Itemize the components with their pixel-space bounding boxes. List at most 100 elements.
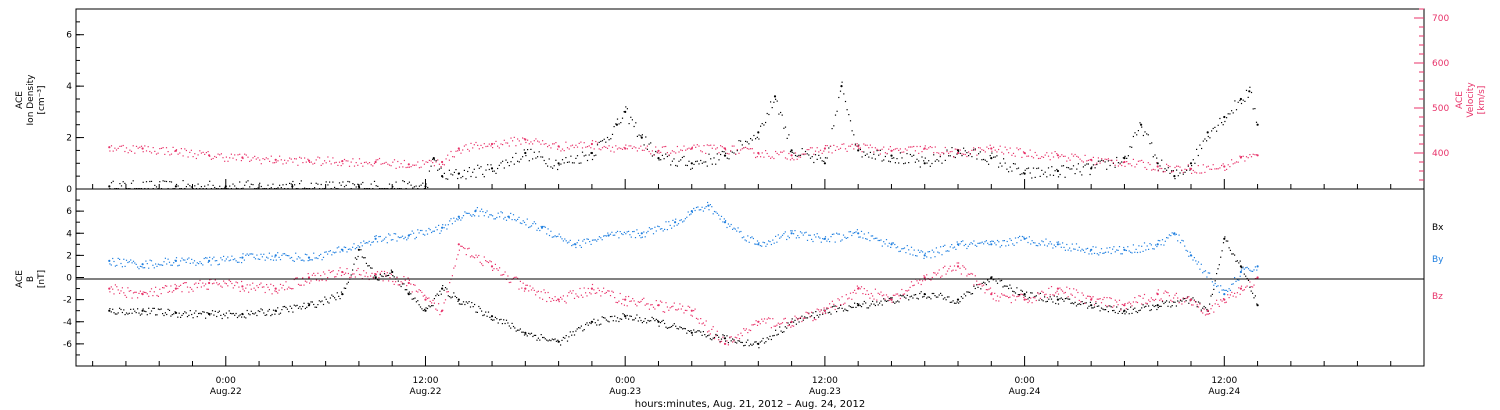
bx-point <box>815 311 817 313</box>
by-point <box>628 230 630 232</box>
velocity-point <box>555 142 557 144</box>
velocity-point <box>1016 147 1018 149</box>
density-point <box>760 125 762 127</box>
density-point <box>302 188 304 190</box>
by-marker <box>274 254 277 257</box>
by-point <box>1207 272 1209 274</box>
by-point <box>220 257 222 259</box>
bx-point <box>361 256 363 258</box>
by-point <box>885 239 888 241</box>
bx-point <box>311 301 313 303</box>
bx-point <box>671 326 673 328</box>
velocity-point <box>1206 166 1208 168</box>
by-point <box>988 244 990 246</box>
bx-point <box>1149 309 1151 312</box>
velocity-point <box>132 145 134 147</box>
bx-point <box>690 330 692 332</box>
by-point <box>465 212 467 214</box>
bz-point <box>842 303 845 305</box>
by-point <box>1159 240 1161 242</box>
by-point <box>572 244 574 246</box>
by-marker <box>1156 243 1159 246</box>
by-point <box>770 243 772 246</box>
bx-point <box>139 314 141 316</box>
by-point <box>1050 243 1053 245</box>
bz-point <box>446 291 448 293</box>
bz-point <box>542 298 544 300</box>
bx-point <box>1053 295 1055 297</box>
by-point <box>1088 253 1090 255</box>
bz-point <box>1224 302 1226 304</box>
velocity-point <box>159 148 161 150</box>
bz-point <box>116 286 118 288</box>
by-point <box>487 216 490 218</box>
bz-point <box>715 335 717 337</box>
bx-point <box>738 340 741 342</box>
bz-point <box>182 282 184 284</box>
bx-point <box>544 338 546 340</box>
velocity-point <box>893 149 895 151</box>
bz-point <box>830 306 832 308</box>
bz-point <box>166 285 168 287</box>
density-point <box>839 90 842 92</box>
density-point <box>1014 163 1016 165</box>
bz-point <box>998 300 1000 302</box>
by-point <box>1222 289 1225 291</box>
velocity-point <box>1212 164 1214 166</box>
bz-point <box>883 294 885 296</box>
bx-point <box>1077 303 1079 305</box>
velocity-point <box>294 158 296 160</box>
by-point <box>374 235 376 238</box>
bz-point <box>991 292 993 294</box>
by-point <box>622 233 624 236</box>
density-point <box>685 164 687 166</box>
density-point <box>269 188 271 190</box>
density-point <box>911 155 913 157</box>
by-point <box>974 244 976 246</box>
bz-point <box>933 272 935 274</box>
density-point <box>295 188 297 190</box>
bz-point <box>1063 292 1065 294</box>
bz-marker <box>590 287 594 290</box>
density-point <box>440 167 442 169</box>
velocity-point <box>994 149 996 151</box>
bx-point <box>740 341 742 343</box>
bx-point <box>449 296 451 298</box>
velocity-point <box>190 149 192 151</box>
density-point <box>1245 89 1248 91</box>
density-point <box>630 116 632 118</box>
by-point <box>1142 250 1144 252</box>
bx-point <box>1141 307 1143 309</box>
velocity-point <box>1037 157 1040 160</box>
bx-point <box>339 298 341 300</box>
density-point <box>1224 120 1226 123</box>
bz-point <box>185 282 187 284</box>
bz-point <box>926 274 928 276</box>
velocity-point <box>993 146 995 148</box>
density-point <box>919 166 921 168</box>
bz-point <box>1186 297 1189 299</box>
density-marker <box>1156 162 1159 165</box>
density-point <box>981 159 983 161</box>
velocity-point <box>418 167 420 169</box>
bz-point <box>356 269 358 272</box>
bx-point <box>303 302 305 304</box>
by-point <box>879 239 881 242</box>
bx-marker <box>1056 298 1059 301</box>
density-point <box>315 182 317 184</box>
bx-point <box>440 293 442 295</box>
bx-point <box>985 284 987 286</box>
velocity-label-line1: ACE <box>1455 91 1465 109</box>
density-point <box>978 153 980 155</box>
bx-point <box>1136 311 1139 314</box>
bfield-axis-label: ACE B [nT] <box>15 270 47 288</box>
by-point <box>612 234 614 236</box>
density-point <box>916 158 918 160</box>
bz-marker <box>624 298 627 301</box>
bx-point <box>750 343 752 345</box>
velocity-point <box>187 156 189 158</box>
bz-point <box>155 286 157 288</box>
bz-point <box>282 284 284 286</box>
by-point <box>481 208 483 210</box>
bx-point <box>193 312 196 314</box>
